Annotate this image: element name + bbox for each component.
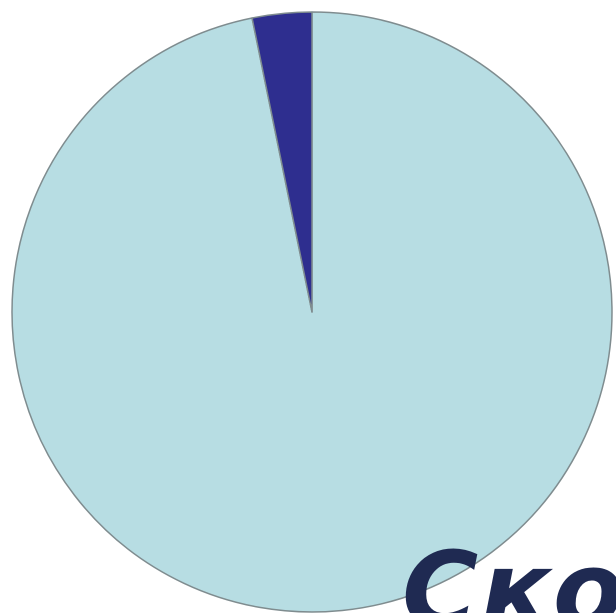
pie-slices	[11, 11, 613, 613]
overlay-title-text: Скор	[402, 529, 616, 613]
pie-slice-2	[251, 11, 313, 313]
